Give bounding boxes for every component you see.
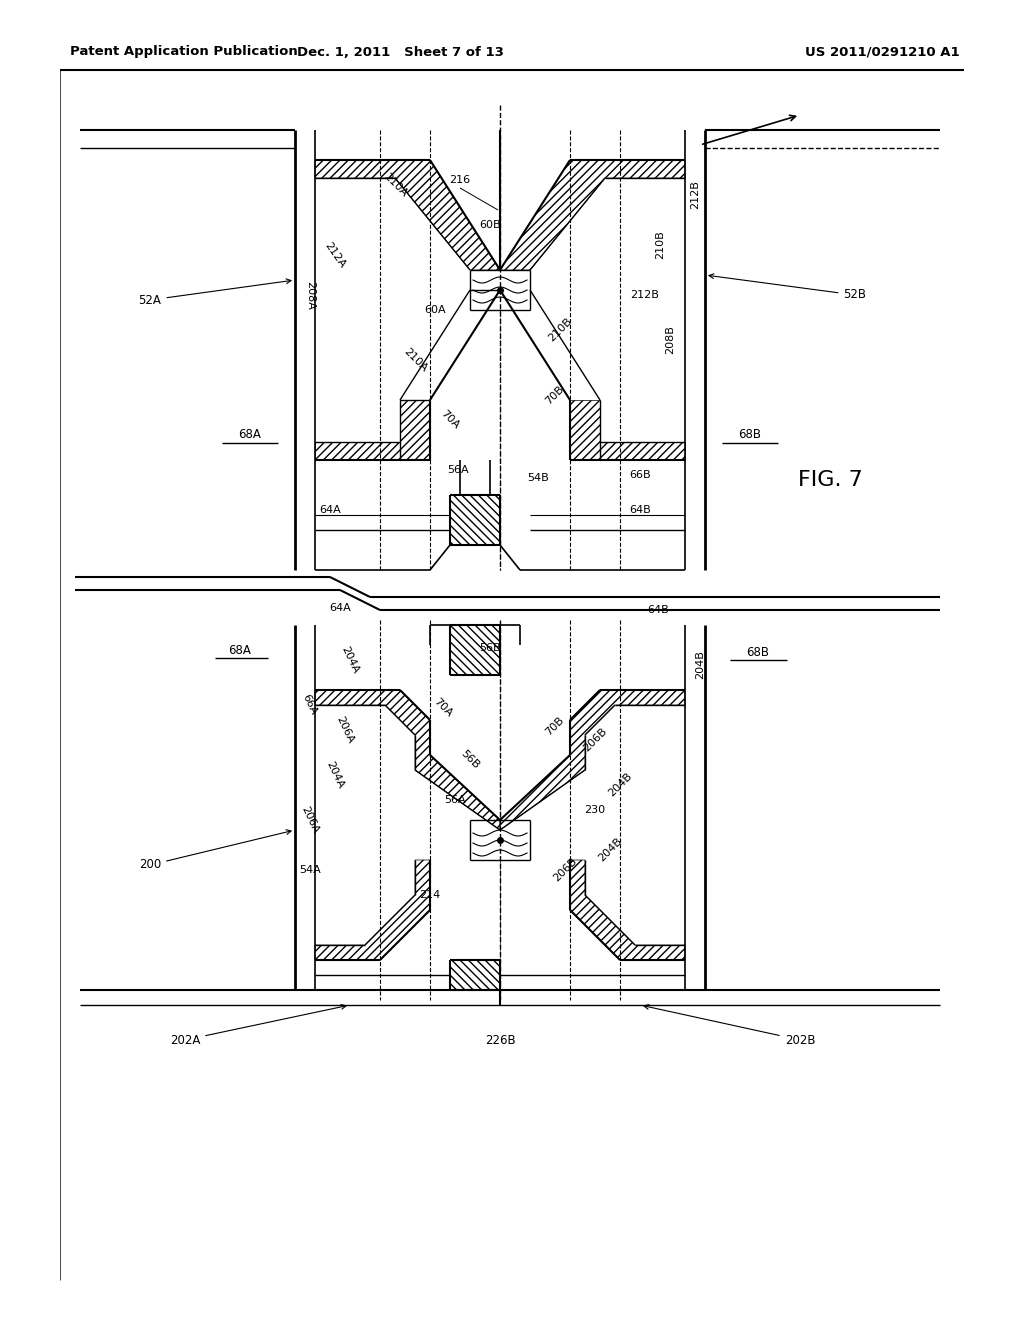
Text: 70A: 70A (438, 409, 461, 432)
Text: 214: 214 (420, 890, 440, 900)
Text: 210B: 210B (546, 317, 573, 343)
Text: 60B: 60B (479, 220, 501, 230)
Text: 210A: 210A (401, 346, 429, 374)
Text: 206A: 206A (299, 805, 321, 836)
Text: 66B: 66B (629, 470, 651, 480)
Text: 54B: 54B (527, 473, 549, 483)
Text: 68B: 68B (746, 645, 769, 659)
Text: 202A: 202A (170, 1005, 346, 1047)
Text: 60A: 60A (424, 305, 445, 315)
Text: 208A: 208A (305, 281, 315, 309)
Text: US 2011/0291210 A1: US 2011/0291210 A1 (805, 45, 961, 58)
Text: 210B: 210B (655, 231, 665, 259)
Text: 210A: 210A (381, 172, 409, 199)
Text: 206A: 206A (335, 715, 355, 746)
Text: 206B: 206B (551, 857, 579, 883)
Text: 230: 230 (585, 805, 605, 814)
Text: 212B: 212B (631, 290, 659, 300)
Text: 216: 216 (450, 176, 471, 185)
Text: 52B: 52B (709, 273, 866, 301)
Text: 64A: 64A (319, 506, 341, 515)
Text: 68B: 68B (738, 429, 762, 441)
Text: 54A: 54A (299, 865, 321, 875)
Text: 226B: 226B (484, 1034, 515, 1047)
Text: 202B: 202B (644, 1005, 815, 1047)
Text: 204B: 204B (695, 651, 705, 680)
Text: 204A: 204A (339, 644, 360, 676)
Text: Patent Application Publication: Patent Application Publication (70, 45, 298, 58)
Text: 70B: 70B (544, 384, 566, 407)
Text: 56B: 56B (479, 643, 501, 653)
Text: 64B: 64B (647, 605, 669, 615)
Text: 56B: 56B (459, 748, 481, 771)
Text: 64B: 64B (629, 506, 651, 515)
Text: 70A: 70A (432, 697, 455, 719)
Text: 204B: 204B (596, 837, 624, 863)
Text: 68A: 68A (239, 429, 261, 441)
Text: 66A: 66A (301, 693, 319, 717)
Text: 64A: 64A (329, 603, 351, 612)
Text: 212A: 212A (323, 240, 347, 269)
Text: 52A: 52A (138, 279, 291, 306)
Text: 56A: 56A (444, 795, 466, 805)
Text: 200: 200 (139, 830, 291, 871)
Text: 204A: 204A (325, 760, 346, 791)
Text: 208B: 208B (665, 326, 675, 355)
Text: Dec. 1, 2011   Sheet 7 of 13: Dec. 1, 2011 Sheet 7 of 13 (297, 45, 504, 58)
Text: 206B: 206B (582, 726, 608, 754)
Text: 68A: 68A (228, 644, 252, 656)
Text: 204B: 204B (606, 771, 634, 799)
Text: FIG. 7: FIG. 7 (798, 470, 862, 490)
Text: 56A: 56A (447, 465, 469, 475)
Text: 70B: 70B (544, 714, 566, 738)
Text: 212B: 212B (690, 181, 700, 210)
